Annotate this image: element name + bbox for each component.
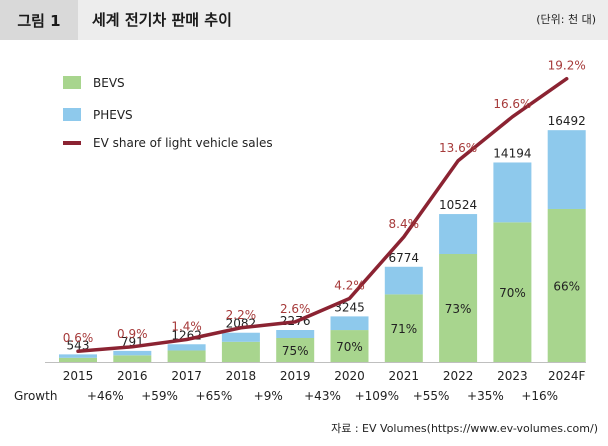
bevs-share-label: 70% (336, 340, 363, 354)
share-point-label: 4.2% (334, 278, 365, 292)
bar-phevs (439, 214, 478, 254)
growth-row-label: Growth (14, 389, 57, 403)
share-point-label: 16.6% (493, 97, 531, 111)
bar-phevs (330, 316, 369, 331)
growth-value: +9% (254, 389, 283, 403)
x-tick-label: 2015 (63, 369, 94, 383)
x-tick-label: 2020 (334, 369, 365, 383)
share-line (76, 76, 569, 353)
bar-phevs (547, 130, 586, 209)
figure-label: 그림 1 (0, 0, 78, 40)
bar-phevs (113, 350, 152, 356)
figure-header: 그림 1 세계 전기차 판매 추이 (단위: 천 대) (0, 0, 608, 40)
x-tick-label: 2022 (443, 369, 474, 383)
bar-phevs (167, 344, 206, 351)
share-point-label: 2.6% (280, 302, 311, 316)
x-tick-label: 2018 (226, 369, 257, 383)
share-point-label: 0.9% (117, 327, 148, 341)
legend-phevs-swatch (63, 108, 81, 121)
bar-phevs (221, 332, 260, 342)
x-tick-label: 2024F (548, 369, 586, 383)
share-point-label: 13.6% (439, 141, 477, 155)
x-tick-label: 2021 (389, 369, 420, 383)
bevs-share-label: 73% (445, 302, 472, 316)
share-point-label: 1.4% (171, 319, 202, 333)
growth-value: +59% (141, 389, 178, 403)
bar-bevs (384, 294, 423, 362)
bevs-share-label: 66% (553, 279, 580, 293)
bevs-share-label: 75% (282, 344, 309, 358)
bar-total-label: 3245 (334, 300, 365, 314)
x-tick-label: 2017 (171, 369, 202, 383)
x-tick-label: 2023 (497, 369, 528, 383)
bar-total-label: 10524 (439, 198, 477, 212)
ev-sales-chart: BEVS PHEVS EV share of light vehicle sales… (14, 59, 586, 403)
bar-bevs (59, 357, 97, 362)
bar-bevs (113, 355, 152, 362)
growth-value: +43% (304, 389, 341, 403)
bar-total-label: 543 (67, 338, 90, 352)
bar-bevs (547, 208, 586, 362)
bar-total-label: 6774 (389, 251, 420, 265)
legend-bevs-label: BEVS (93, 76, 125, 90)
share-point-label: 19.2% (548, 59, 586, 73)
growth-value: +35% (467, 389, 504, 403)
x-tick-label: 2016 (117, 369, 148, 383)
figure-title: 세계 전기차 판매 추이 (92, 11, 232, 29)
bevs-share-label: 71% (390, 322, 417, 336)
bar-total-label: 16492 (548, 114, 586, 128)
legend-bevs-swatch (63, 76, 81, 89)
bar-phevs (493, 162, 532, 223)
bevs-share-label: 70% (499, 286, 526, 300)
bar-phevs (276, 330, 315, 339)
bar-bevs (221, 341, 260, 362)
growth-value: +16% (521, 389, 558, 403)
bar-phevs (59, 354, 97, 358)
growth-value: +65% (196, 389, 233, 403)
legend-share-label: EV share of light vehicle sales (93, 136, 273, 150)
bar-bevs (493, 222, 532, 362)
source-note: 자료 : EV Volumes(https://www.ev-volumes.c… (331, 422, 598, 435)
share-point-label: 8.4% (389, 217, 420, 231)
bar-phevs (384, 266, 423, 295)
legend-phevs-label: PHEVS (93, 108, 133, 122)
bar-bevs (439, 253, 478, 362)
unit-label: (단위: 천 대) (536, 13, 596, 26)
x-tick-label: 2019 (280, 369, 311, 383)
growth-value: +46% (87, 389, 124, 403)
bar-bevs (276, 338, 315, 362)
bar-bevs (330, 330, 369, 362)
bar-total-label: 14194 (493, 146, 531, 160)
share-point-label: 2.2% (226, 308, 257, 322)
share-point-label: 0.6% (63, 331, 94, 345)
bar-bevs (167, 350, 206, 362)
growth-value: +55% (413, 389, 450, 403)
growth-value: +109% (355, 389, 399, 403)
